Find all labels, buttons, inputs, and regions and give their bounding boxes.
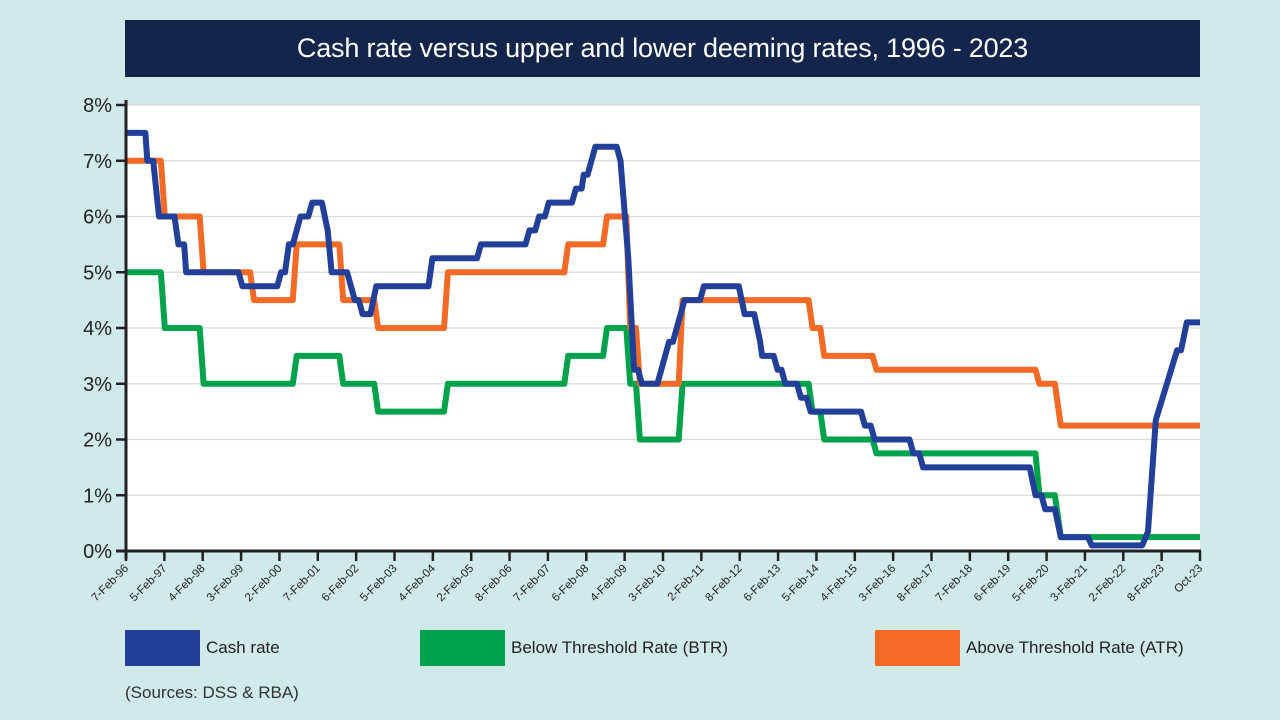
x-tick-label: 8-Feb-23 [1125,563,1166,604]
legend-label: Cash rate [206,638,280,657]
x-axis-ticks: 7-Feb-965-Feb-974-Feb-983-Feb-992-Feb-00… [90,551,1205,604]
series-lines [126,129,1200,549]
y-tick-label: 0% [83,541,112,563]
x-tick-label: 4-Feb-15 [818,563,859,604]
y-tick-label: 3% [83,374,112,396]
x-tick-label: 3-Feb-10 [627,563,668,604]
x-tick-label: 8-Feb-17 [895,563,936,604]
y-tick-label: 1% [83,485,112,507]
x-tick-label: 6-Feb-02 [320,563,361,604]
x-tick-label: 5-Feb-97 [128,563,169,604]
x-tick-label: 6-Feb-08 [550,563,591,604]
x-tick-label: 2-Feb-11 [666,563,707,604]
x-tick-label: 6-Feb-19 [972,563,1013,604]
y-tick-label: 5% [83,262,112,284]
chart-title-bar: Cash rate versus upper and lower deeming… [125,20,1200,77]
y-tick-label: 7% [83,151,112,173]
source-note: (Sources: DSS & RBA) [125,683,299,702]
y-tick-label: 2% [83,430,112,452]
x-tick-label: 7-Feb-07 [512,563,553,604]
legend-item-atr: Above Threshold Rate (ATR) [875,630,1184,666]
legend-item-btr: Below Threshold Rate (BTR) [420,630,728,666]
legend-item-cash-rate: Cash rate [125,630,280,666]
x-tick-label: 7-Feb-96 [90,563,131,604]
x-tick-label: 3-Feb-21 [1049,563,1090,604]
x-tick-label: 3-Feb-16 [857,563,898,604]
series-line-btr [126,269,1200,541]
x-tick-label: 8-Feb-06 [473,563,514,604]
x-tick-label: 3-Feb-99 [205,563,246,604]
x-tick-label: 2-Feb-05 [435,563,476,604]
legend-swatch-cash-rate [125,630,200,666]
legend-label: Above Threshold Rate (ATR) [966,638,1184,657]
chart-title: Cash rate versus upper and lower deeming… [296,33,1029,63]
y-tick-label: 4% [83,318,112,340]
x-tick-label: 4-Feb-04 [396,562,438,604]
legend-swatch-btr [420,630,505,666]
x-tick-label: 2-Feb-22 [1087,563,1128,604]
x-tick-label: 8-Feb-12 [703,563,744,604]
x-tick-label: 5-Feb-14 [780,562,822,604]
legend-label: Below Threshold Rate (BTR) [511,638,728,657]
x-tick-label: 6-Feb-13 [742,563,783,604]
y-axis-ticks: 0% 1% 2% 3% 4% 5% 6% 7% 8% [83,95,126,563]
gridlines [126,104,1200,496]
x-tick-label: 7-Feb-18 [933,563,974,604]
axes [116,100,1201,559]
series-line-cash-rate [126,129,1200,549]
x-tick-label: 4-Feb-98 [166,563,207,604]
x-tick-label: 5-Feb-03 [358,563,399,604]
x-tick-label: 5-Feb-20 [1010,563,1051,604]
legend-swatch-atr [875,630,960,666]
y-tick-label: 8% [83,95,112,117]
x-tick-label: Oct-23 [1172,563,1205,596]
y-tick-label: 6% [83,207,112,229]
x-tick-label: 7-Feb-01 [281,563,322,604]
series-line-atr [126,157,1200,429]
x-tick-label: 2-Feb-00 [243,563,284,604]
x-tick-label: 4-Feb-09 [588,563,629,604]
